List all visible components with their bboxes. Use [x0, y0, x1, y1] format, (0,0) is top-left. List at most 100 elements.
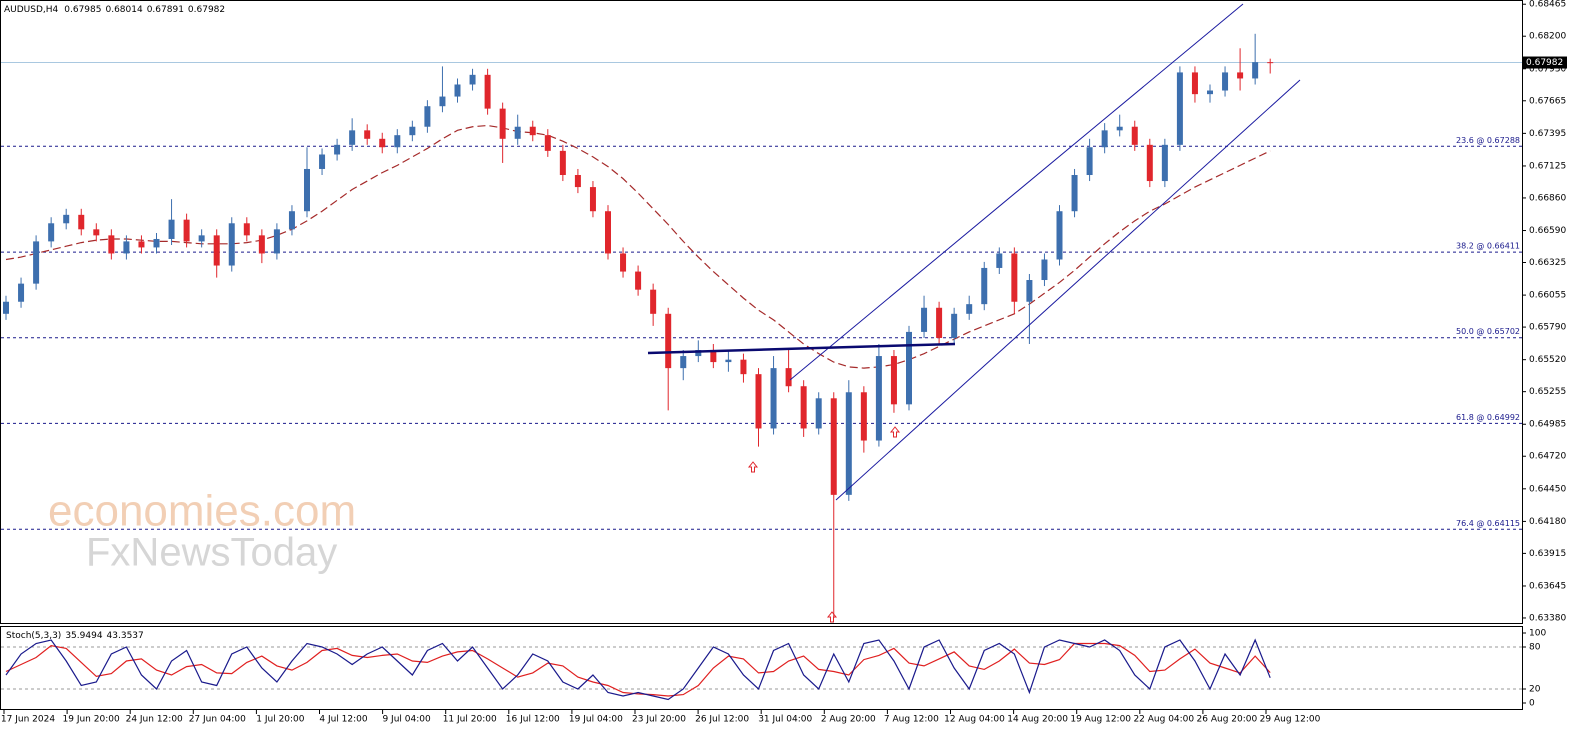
- candle-body: [1071, 175, 1078, 212]
- candle-body: [951, 313, 958, 338]
- candle-body: [680, 356, 687, 369]
- stoch-name: Stoch(5,3,3): [6, 631, 61, 641]
- candle-body: [710, 350, 717, 363]
- y-tick-label: 0.65520: [1529, 355, 1566, 365]
- x-tick-label: 4 Jul 12:00: [319, 715, 368, 725]
- candle-body: [559, 150, 566, 176]
- candle-body: [48, 223, 55, 242]
- y-tick-label: 0.66325: [1529, 258, 1566, 268]
- stoch-k-line: [5, 638, 1271, 701]
- fib-label: 50.0 @ 0.65702: [1456, 327, 1520, 336]
- arrow-up: [826, 611, 838, 623]
- candle-body: [1191, 72, 1198, 95]
- candle-body: [334, 144, 341, 155]
- candle-body: [921, 307, 928, 332]
- candle-body: [213, 235, 220, 266]
- candle-body: [1207, 90, 1213, 95]
- candle-body: [1086, 147, 1093, 176]
- candle-body: [740, 359, 747, 375]
- candle-body: [394, 135, 401, 148]
- price-box-label: 0.67982: [1526, 58, 1563, 68]
- x-tick-label: 19 Aug 12:00: [1070, 715, 1131, 725]
- candle-body: [153, 238, 160, 248]
- candle-body: [18, 283, 25, 302]
- candle-body: [63, 214, 70, 224]
- candle-body: [3, 301, 9, 314]
- candle-body: [785, 368, 792, 387]
- candle-body: [1056, 211, 1063, 260]
- candle-body: [243, 223, 250, 236]
- x-tick-label: 14 Aug 20:00: [1007, 715, 1068, 725]
- candle-body: [198, 235, 205, 242]
- x-tick-label: 7 Aug 12:00: [884, 715, 939, 725]
- price-box: [1523, 56, 1567, 69]
- x-tick-label: 26 Jul 12:00: [695, 715, 749, 725]
- stoch-d-last: 43.3537: [107, 631, 144, 641]
- stoch-y-tick-label: 100: [1529, 629, 1546, 639]
- candle-body: [319, 154, 326, 169]
- x-tick-label: 12 Aug 04:00: [944, 715, 1005, 725]
- y-tick-label: 0.68465: [1529, 0, 1566, 10]
- x-tick-label: 29 Aug 12:00: [1260, 715, 1321, 725]
- x-tick-label: 19 Jul 04:00: [569, 715, 623, 725]
- candle-body: [409, 126, 416, 136]
- stoch-y-tick-label: 80: [1529, 643, 1541, 653]
- y-tick-label: 0.64450: [1529, 484, 1566, 494]
- candle-body: [770, 368, 777, 429]
- candle-body: [544, 135, 551, 151]
- y-tick-label: 0.66860: [1529, 193, 1566, 203]
- y-tick-label: 0.64985: [1529, 420, 1566, 430]
- x-tick-label: 27 Jun 04:00: [189, 715, 246, 725]
- candle-body: [1252, 62, 1259, 79]
- stoch-y-tick-label: 0: [1529, 699, 1535, 709]
- candle-body: [439, 96, 446, 107]
- candle-body: [258, 235, 265, 254]
- last-high: 0.68014: [105, 5, 142, 15]
- x-tick-label: 23 Jul 20:00: [632, 715, 686, 725]
- candle-body: [1267, 62, 1274, 64]
- candle-body: [108, 235, 115, 254]
- candle-body: [349, 130, 356, 145]
- stoch-panel-frame: [0, 626, 1523, 710]
- stoch-d-line: [5, 642, 1271, 697]
- y-tick-label: 0.66590: [1529, 226, 1566, 236]
- channel-line: [789, 3, 1244, 381]
- candle-body: [123, 241, 130, 254]
- symbol: AUDUSD,H4: [4, 5, 59, 15]
- x-tick-label: 1 Jul 20:00: [256, 715, 305, 725]
- y-tick-label: 0.65255: [1529, 387, 1566, 397]
- candle-body: [1026, 280, 1033, 302]
- candle-body: [695, 350, 702, 357]
- candle-body: [228, 223, 235, 266]
- x-tick-label: 17 Jun 2024: [1, 715, 55, 725]
- candle-body: [996, 253, 1003, 268]
- last-close: 0.67982: [188, 5, 225, 15]
- y-tick-label: 0.67395: [1529, 129, 1566, 139]
- candle-body: [815, 398, 822, 429]
- candle-body: [800, 386, 807, 429]
- candle-body: [620, 253, 627, 272]
- candle-body: [755, 374, 762, 429]
- stoch-k-last: 35.9494: [65, 631, 102, 641]
- candle-body: [1176, 72, 1183, 145]
- candle-body: [1011, 253, 1018, 302]
- chart-title: AUDUSD,H4 0.67985 0.68014 0.67891 0.67982: [4, 5, 225, 15]
- candle-body: [875, 356, 882, 441]
- candle-body: [33, 241, 40, 284]
- candle-body: [379, 138, 386, 148]
- x-tick-label: 9 Jul 04:00: [382, 715, 431, 725]
- y-tick-label: 0.63645: [1529, 581, 1566, 591]
- candle-body: [288, 211, 295, 230]
- candle-body: [454, 84, 461, 97]
- y-tick-label: 0.63915: [1529, 549, 1566, 559]
- y-tick-label: 0.66055: [1529, 291, 1566, 301]
- stoch-title: Stoch(5,3,3) 35.9494 43.3537: [6, 631, 144, 641]
- y-tick-label: 0.64180: [1529, 517, 1566, 527]
- candle-body: [424, 106, 431, 127]
- x-tick-label: 22 Aug 04:00: [1133, 715, 1194, 725]
- candle-body: [499, 108, 506, 139]
- moving-average: [5, 124, 1271, 369]
- candle-body: [966, 304, 973, 314]
- candle-body: [1131, 126, 1138, 145]
